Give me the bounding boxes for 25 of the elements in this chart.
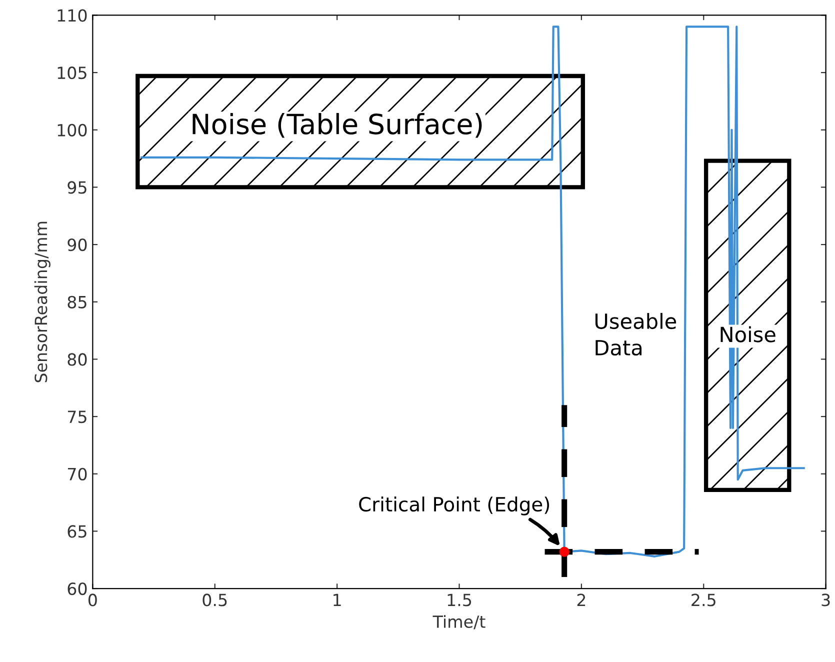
x-tick-label: 3 bbox=[822, 594, 830, 606]
x-tick-label: 1.5 bbox=[448, 594, 472, 606]
annotation: Useable Data bbox=[595, 312, 676, 356]
line-series bbox=[140, 26, 805, 558]
y-tick-label: 85 bbox=[68, 296, 86, 308]
annotation: Noise (Table Surface) bbox=[192, 113, 482, 138]
y-tick-label: 90 bbox=[68, 238, 87, 252]
y-tick-label: 65 bbox=[68, 525, 86, 538]
annotation: Noise bbox=[720, 326, 776, 342]
y-axis-title: SensorReading/mm bbox=[34, 222, 50, 382]
x-tick-label: 2.5 bbox=[692, 594, 716, 606]
y-tick-label: 75 bbox=[68, 410, 86, 424]
annotation: Critical Point (Edge) bbox=[359, 496, 550, 516]
y-tick-label: 95 bbox=[68, 181, 86, 194]
x-tick-label: 0.5 bbox=[202, 594, 227, 606]
y-tick-label: 70 bbox=[68, 468, 87, 480]
x-tick-label: 2 bbox=[577, 594, 586, 606]
y-tick-label: 105 bbox=[58, 66, 86, 80]
y-tick-label: 80 bbox=[68, 353, 87, 366]
x-axis-title: Time/t bbox=[432, 615, 486, 630]
x-tick-label: 0 bbox=[88, 594, 97, 606]
x-tick-label: 1 bbox=[334, 594, 341, 606]
y-tick-label: 100 bbox=[58, 124, 87, 136]
y-tick-label: 110 bbox=[58, 9, 87, 22]
y-tick-label: 60 bbox=[68, 582, 87, 596]
